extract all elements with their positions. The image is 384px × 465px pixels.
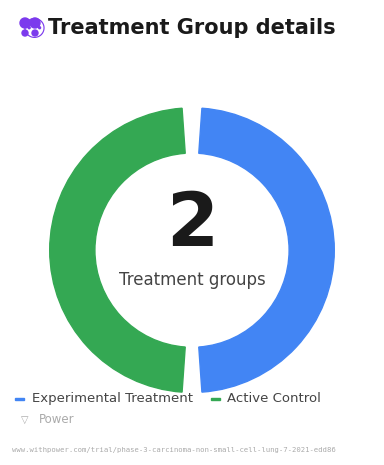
Text: ⚇: ⚇ xyxy=(22,16,47,44)
Circle shape xyxy=(20,18,30,28)
Circle shape xyxy=(32,30,38,36)
Circle shape xyxy=(30,18,40,28)
Text: www.withpower.com/trial/phase-3-carcinoma-non-small-cell-lung-7-2021-edd86: www.withpower.com/trial/phase-3-carcinom… xyxy=(12,447,335,452)
Text: Active Control: Active Control xyxy=(227,392,321,405)
Text: Power: Power xyxy=(38,413,74,426)
Text: Treatment groups: Treatment groups xyxy=(119,271,265,289)
Wedge shape xyxy=(50,108,185,392)
Text: Experimental Treatment: Experimental Treatment xyxy=(31,392,193,405)
Circle shape xyxy=(22,30,28,36)
Text: ▽: ▽ xyxy=(21,414,29,425)
Text: 2: 2 xyxy=(166,189,218,261)
Text: Treatment Group details: Treatment Group details xyxy=(48,18,336,38)
Wedge shape xyxy=(199,108,334,392)
